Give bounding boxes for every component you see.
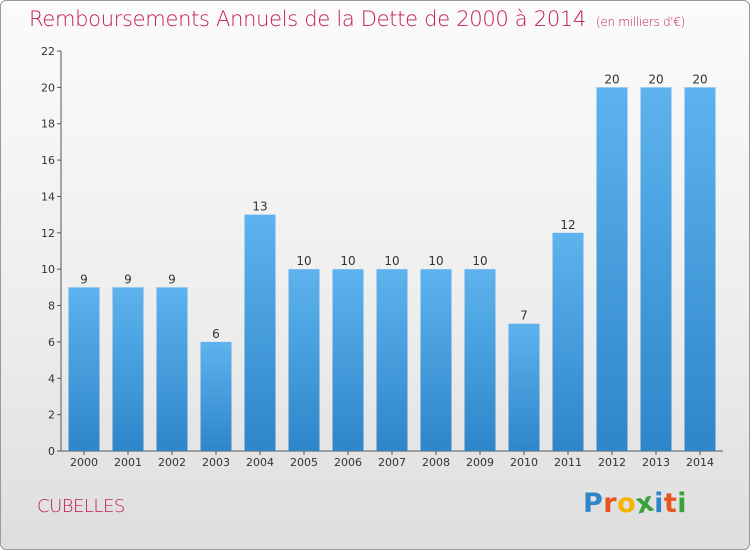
bar: [464, 269, 496, 451]
data-label: 20: [692, 72, 707, 86]
x-tick-label: 2011: [554, 456, 582, 469]
y-tick-label: 14: [41, 190, 55, 203]
data-label: 13: [252, 200, 267, 214]
x-tick-label: 2012: [598, 456, 626, 469]
data-label: 9: [168, 272, 176, 286]
logo-letter: i: [654, 488, 664, 519]
x-tick-label: 2005: [290, 456, 318, 469]
bar: [200, 341, 232, 451]
data-label: 20: [604, 72, 619, 86]
bar: [508, 323, 540, 451]
bar: [332, 269, 364, 451]
x-tick-label: 2008: [422, 456, 450, 469]
bar: [156, 287, 188, 451]
y-tick-label: 12: [41, 227, 55, 240]
y-tick-label: 2: [48, 409, 55, 422]
x-tick-label: 2007: [378, 456, 406, 469]
bar: [288, 269, 320, 451]
y-tick-label: 0: [48, 445, 55, 458]
bar: [640, 87, 672, 451]
y-tick-label: 18: [41, 118, 55, 131]
x-tick-label: 2004: [246, 456, 274, 469]
logo-letter: r: [603, 488, 618, 519]
x-tick-label: 2000: [70, 456, 98, 469]
x-tick-label: 2002: [158, 456, 186, 469]
data-label: 12: [560, 218, 575, 232]
logo-letter: P: [583, 488, 604, 519]
data-label: 9: [80, 272, 88, 286]
data-label: 6: [212, 327, 220, 341]
logo-letter: i: [677, 488, 688, 519]
data-label: 7: [520, 309, 528, 323]
x-tick-label: 2003: [202, 456, 230, 469]
y-tick-label: 8: [48, 300, 55, 313]
x-tick-label: 2009: [466, 456, 494, 469]
logo-letter: o: [617, 488, 637, 519]
data-label: 10: [472, 254, 487, 268]
x-tick-label: 2001: [114, 456, 142, 469]
proxiti-logo: Proxiti: [583, 486, 688, 520]
bars: [68, 87, 716, 451]
y-tick-label: 6: [48, 336, 55, 349]
commune-name: CUBELLES: [37, 496, 125, 517]
bar: [112, 287, 144, 451]
bar: [376, 269, 408, 451]
y-tick-label: 4: [48, 372, 55, 385]
y-tick-label: 16: [41, 154, 55, 167]
x-tick-label: 2014: [686, 456, 714, 469]
y-tick-label: 10: [41, 263, 55, 276]
x-tick-label: 2006: [334, 456, 362, 469]
logo-letter: t: [663, 488, 678, 519]
data-label: 10: [340, 254, 355, 268]
bar: [552, 232, 584, 451]
bar: [68, 287, 100, 451]
x-tick-label: 2013: [642, 456, 670, 469]
x-tick-label: 2010: [510, 456, 538, 469]
data-label: 20: [648, 72, 663, 86]
data-label: 10: [296, 254, 311, 268]
y-tick-label: 20: [41, 81, 55, 94]
data-label: 10: [384, 254, 399, 268]
bar: [596, 87, 628, 451]
data-label: 9: [124, 272, 132, 286]
data-label: 10: [428, 254, 443, 268]
unit-note: (en milliers d'€): [596, 15, 686, 29]
y-tick-label: 22: [41, 45, 55, 58]
title-text: Remboursements Annuels de la Dette de 20…: [29, 7, 586, 31]
chart-title: Remboursements Annuels de la Dette de 20…: [29, 7, 685, 31]
labels: 2000 9 2001 9 2002 9 2003 6 2004 13 2005 10 2006 10 20…: [70, 72, 714, 469]
bar: [420, 269, 452, 451]
bar: [244, 214, 276, 451]
bar: [684, 87, 716, 451]
